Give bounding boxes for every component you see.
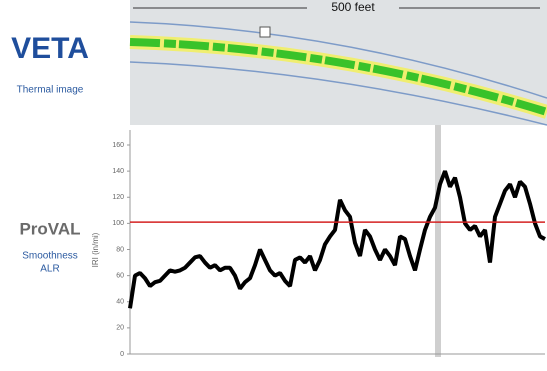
marker (260, 27, 270, 37)
y-tick-label: 140 (112, 168, 124, 175)
y-axis-label: IRI (in/mi) (91, 232, 100, 267)
veta-logo: VETA (11, 32, 89, 65)
y-tick-label: 60 (116, 272, 124, 279)
proval-logo: ProVAL (19, 219, 80, 238)
data-line (130, 171, 545, 308)
caption: ALR (40, 264, 59, 275)
caption: Thermal image (17, 85, 84, 96)
y-tick-label: 160 (112, 142, 124, 149)
y-tick-label: 80 (116, 246, 124, 253)
page: 500 feet VETA Thermal image ProVAL Smoot… (0, 0, 547, 371)
y-tick-label: 0 (120, 351, 124, 358)
caption: Smoothness (22, 251, 78, 262)
scale-label: 500 feet (331, 0, 375, 14)
cursor-bar (435, 125, 441, 357)
y-tick-label: 40 (116, 299, 124, 306)
chart: 0 20 40 60 80 100 120 140 160 (112, 130, 545, 358)
y-tick-label: 120 (112, 194, 124, 201)
y-tick-label: 20 (116, 325, 124, 332)
y-tick-label: 100 (112, 220, 124, 227)
